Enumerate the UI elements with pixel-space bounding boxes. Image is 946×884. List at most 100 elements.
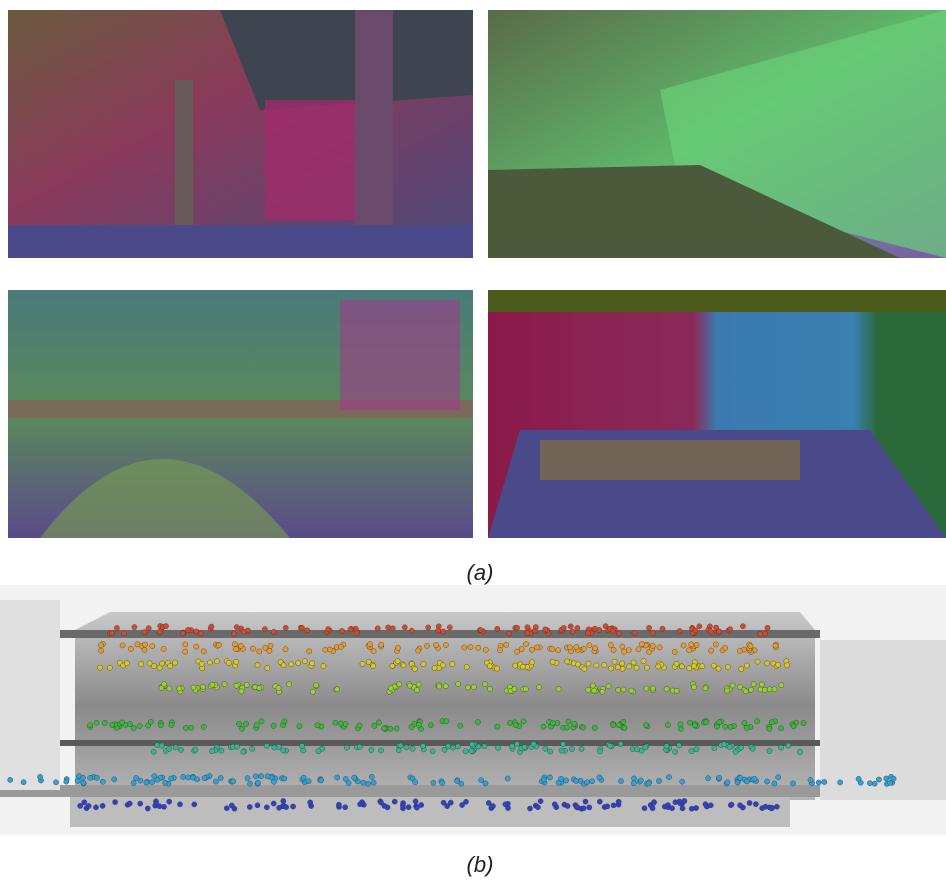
feature-point — [763, 631, 768, 636]
feature-point — [590, 683, 595, 688]
feature-point — [740, 624, 745, 629]
feature-point — [643, 745, 648, 750]
feature-point — [791, 724, 796, 729]
feature-point — [687, 648, 692, 653]
feature-point — [527, 806, 532, 811]
feature-point — [621, 687, 626, 692]
feature-point — [209, 749, 214, 754]
feature-point — [808, 777, 813, 782]
feature-point — [587, 643, 592, 648]
feature-point — [169, 722, 174, 727]
feature-point — [100, 803, 105, 808]
feature-point — [21, 780, 26, 785]
feature-point — [744, 779, 749, 784]
feature-point — [556, 687, 561, 692]
feature-point — [167, 746, 172, 751]
feature-point — [157, 630, 162, 635]
feature-point — [872, 781, 877, 786]
feature-point — [335, 775, 340, 780]
feature-point — [650, 686, 655, 691]
feature-point — [666, 775, 671, 780]
feature-point — [612, 659, 617, 664]
feature-point — [276, 686, 281, 691]
feature-point — [192, 802, 197, 807]
feature-point — [664, 744, 669, 749]
feature-point — [602, 663, 607, 668]
feature-point — [240, 726, 245, 731]
feature-point — [574, 645, 579, 650]
feature-point — [505, 776, 510, 781]
feature-point — [772, 781, 777, 786]
feature-point — [336, 802, 341, 807]
feature-point — [271, 779, 276, 784]
feature-point — [550, 659, 555, 664]
feature-point — [600, 689, 605, 694]
feature-point — [590, 779, 595, 784]
feature-point — [444, 719, 449, 724]
feature-point — [443, 684, 448, 689]
feature-point — [644, 723, 649, 728]
feature-point — [785, 663, 790, 668]
feature-point — [173, 660, 178, 665]
feature-point — [360, 661, 365, 666]
feature-point — [376, 720, 381, 725]
feature-point — [254, 722, 259, 727]
feature-point — [559, 776, 564, 781]
feature-point — [138, 778, 143, 783]
feature-point — [672, 649, 677, 654]
feature-point — [343, 805, 348, 810]
feature-point — [234, 659, 239, 664]
feature-point — [621, 719, 626, 724]
feature-point — [569, 746, 574, 751]
feature-point — [338, 644, 343, 649]
feature-point — [665, 722, 670, 727]
feature-point — [482, 682, 487, 687]
feature-point — [634, 665, 639, 670]
feature-point — [566, 719, 571, 724]
feature-point — [338, 721, 343, 726]
feature-point — [717, 775, 722, 780]
feature-point — [513, 723, 518, 728]
feature-point — [575, 662, 580, 667]
feature-point — [519, 646, 524, 651]
feature-point — [404, 745, 409, 750]
feature-point — [194, 644, 199, 649]
feature-point — [150, 780, 155, 785]
feature-point — [173, 745, 178, 750]
feature-point — [135, 642, 140, 647]
feature-point — [372, 723, 377, 728]
feature-point — [210, 682, 215, 687]
feature-point — [440, 663, 445, 668]
feature-point — [167, 686, 172, 691]
feature-point — [259, 774, 264, 779]
feature-point — [450, 662, 455, 667]
feature-point — [495, 745, 500, 750]
feature-point — [767, 726, 772, 731]
feature-point — [213, 779, 218, 784]
feature-point — [430, 749, 435, 754]
feature-point — [131, 726, 136, 731]
feature-point — [437, 684, 442, 689]
feature-point — [120, 720, 125, 725]
feature-point — [606, 684, 611, 689]
feature-point — [371, 663, 376, 668]
feature-point — [307, 649, 312, 654]
feature-point — [443, 642, 448, 647]
feature-point — [310, 689, 315, 694]
feature-point — [241, 629, 246, 634]
feature-point — [593, 646, 598, 651]
feature-point — [299, 743, 304, 748]
feature-point — [414, 688, 419, 693]
feature-point — [747, 800, 752, 805]
feature-point — [250, 746, 255, 751]
feature-point — [525, 630, 530, 635]
feature-point — [514, 741, 519, 746]
feature-point — [234, 744, 239, 749]
feature-point — [522, 745, 527, 750]
feature-point — [656, 778, 661, 783]
feature-point — [78, 803, 83, 808]
feature-point — [86, 803, 91, 808]
feature-point — [764, 779, 769, 784]
feature-point — [585, 631, 590, 636]
feature-point — [515, 625, 520, 630]
